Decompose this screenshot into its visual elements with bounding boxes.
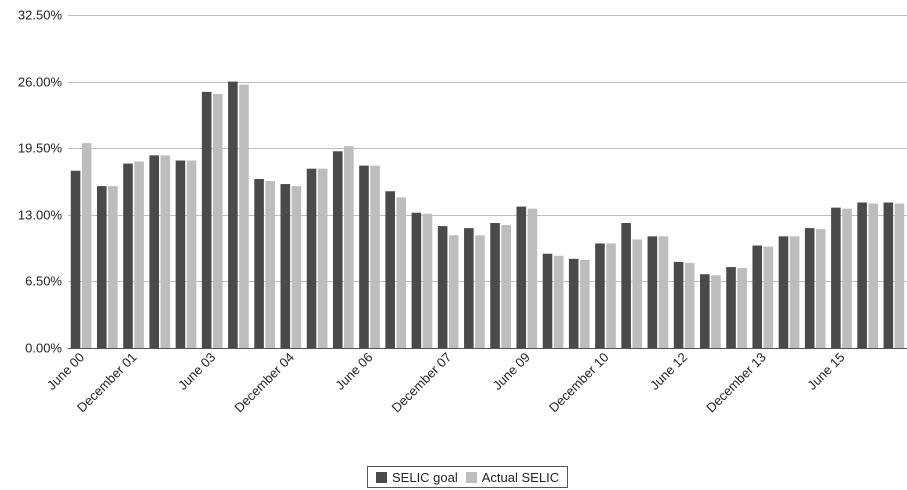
bar-actual-selic — [501, 225, 511, 348]
bar-selic-goal — [228, 81, 238, 348]
bar-selic-goal — [700, 274, 710, 348]
bar-actual-selic — [632, 239, 643, 348]
x-tick-label: June 03 — [175, 350, 218, 393]
bar-selic-goal — [359, 165, 369, 348]
x-tick-label: June 15 — [804, 350, 847, 393]
x-tick-label: June 12 — [647, 350, 690, 393]
x-tick-label: June 00 — [44, 350, 87, 393]
bar-actual-selic — [527, 208, 538, 348]
bar-selic-goal — [96, 186, 107, 348]
bar-actual-selic — [711, 275, 721, 348]
bar-actual-selic — [81, 143, 92, 348]
bar-selic-goal — [778, 236, 789, 348]
y-tick-label: 32.50% — [18, 8, 63, 23]
y-tick-label: 19.50% — [18, 141, 63, 156]
bar-selic-goal — [595, 243, 605, 348]
legend-label-selic-goal: SELIC goal — [392, 469, 458, 485]
bar-selic-goal — [149, 155, 160, 348]
bar-actual-selic — [396, 197, 407, 348]
bar-selic-goal — [831, 207, 841, 348]
bar-actual-selic — [868, 203, 879, 348]
bar-selic-goal — [673, 261, 684, 348]
bar-selic-goal — [726, 267, 736, 348]
bar-selic-goal — [385, 191, 395, 348]
bar-actual-selic — [212, 93, 223, 349]
bar-selic-goal — [306, 168, 317, 348]
legend-swatch-actual-selic — [465, 471, 477, 483]
bar-actual-selic — [580, 259, 590, 348]
x-tick-label: December 04 — [231, 350, 297, 416]
bar-selic-goal — [883, 202, 894, 348]
bar-selic-goal — [568, 258, 579, 348]
bar-actual-selic — [160, 155, 171, 348]
bar-selic-goal — [752, 245, 763, 348]
legend-item-selic-goal: SELIC goal — [376, 470, 458, 485]
bar-actual-selic — [789, 236, 800, 348]
bar-selic-goal — [464, 228, 474, 348]
y-tick-label: 0.00% — [25, 341, 62, 356]
bar-actual-selic — [291, 186, 302, 348]
bar-selic-goal — [411, 212, 422, 348]
bar-selic-goal — [70, 170, 81, 348]
bar-selic-goal — [857, 202, 867, 348]
bar-selic-goal — [201, 91, 212, 348]
bar-actual-selic — [370, 165, 380, 348]
bar-actual-selic — [763, 246, 774, 348]
bar-actual-selic — [422, 213, 433, 348]
x-tick-label: December 07 — [389, 350, 455, 416]
y-tick-label: 13.00% — [18, 208, 63, 223]
bar-selic-goal — [647, 236, 658, 348]
bar-actual-selic — [108, 186, 118, 348]
bar-actual-selic — [684, 262, 695, 348]
bar-actual-selic — [475, 235, 485, 348]
bar-actual-selic — [448, 235, 459, 348]
bar-actual-selic — [553, 255, 564, 348]
bar-selic-goal — [490, 223, 500, 348]
y-tick-label: 26.00% — [18, 75, 63, 90]
bar-actual-selic — [317, 168, 328, 348]
bar-actual-selic — [265, 180, 275, 348]
y-tick-label: 6.50% — [25, 274, 62, 289]
bars — [70, 81, 905, 349]
bar-actual-selic — [134, 161, 144, 348]
bar-selic-goal — [804, 228, 815, 348]
bar-actual-selic — [658, 236, 669, 348]
bar-actual-selic — [186, 160, 197, 348]
bar-actual-selic — [894, 203, 905, 348]
x-tick-label: December 13 — [703, 350, 769, 416]
x-tick-label: June 06 — [332, 350, 375, 393]
bar-actual-selic — [344, 146, 354, 348]
bar-selic-goal — [542, 253, 553, 348]
bar-selic-goal — [254, 178, 264, 348]
legend-swatch-selic-goal — [376, 471, 387, 483]
bar-actual-selic — [842, 208, 852, 348]
bar-selic-goal — [516, 206, 527, 348]
bar-selic-goal — [280, 184, 291, 348]
bar-actual-selic — [606, 243, 616, 348]
bar-actual-selic — [239, 84, 249, 349]
bar-actual-selic — [737, 268, 747, 348]
bar-actual-selic — [815, 229, 826, 348]
bar-selic-goal — [123, 163, 133, 348]
legend: SELIC goal Actual SELIC — [367, 466, 569, 488]
x-tick-label: June 09 — [490, 350, 533, 393]
bar-selic-goal — [621, 223, 631, 348]
legend-item-actual-selic: Actual SELIC — [465, 469, 560, 485]
legend-label-actual-selic: Actual SELIC — [481, 469, 560, 485]
bar-selic-goal — [332, 151, 343, 348]
bar-selic-goal — [175, 160, 186, 348]
bar-selic-goal — [437, 226, 448, 348]
x-tick-label: December 10 — [546, 350, 612, 416]
